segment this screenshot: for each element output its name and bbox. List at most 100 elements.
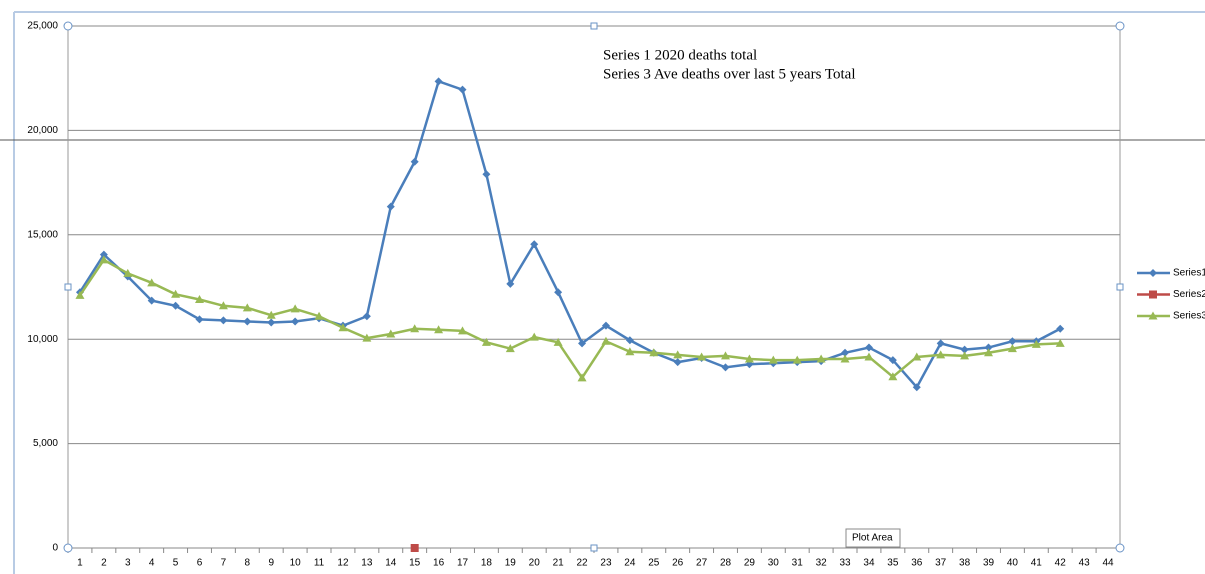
x-tick-label: 27 xyxy=(696,558,708,569)
x-tick-label: 42 xyxy=(1055,558,1067,569)
marker xyxy=(505,344,515,353)
marker xyxy=(386,202,395,211)
marker xyxy=(864,352,874,361)
marker xyxy=(75,290,85,299)
tooltip-box xyxy=(845,528,901,548)
marker xyxy=(362,333,372,342)
marker xyxy=(792,355,802,364)
x-tick-label: 34 xyxy=(863,558,875,569)
marker xyxy=(123,268,133,277)
marker xyxy=(554,288,563,297)
marker xyxy=(936,339,945,348)
marker xyxy=(697,352,707,361)
x-tick-label: 5 xyxy=(173,558,179,569)
marker xyxy=(99,255,109,264)
marker xyxy=(841,348,850,357)
x-tick-label: 22 xyxy=(576,558,588,569)
marker xyxy=(410,544,419,552)
marker xyxy=(553,337,563,346)
marker xyxy=(673,358,682,367)
y-tick-label: 20,000 xyxy=(27,125,58,136)
marker xyxy=(530,240,539,249)
x-tick-label: 16 xyxy=(433,558,445,569)
x-tick-label: 43 xyxy=(1079,558,1091,569)
plot-area[interactable] xyxy=(67,25,1121,549)
marker xyxy=(458,326,467,335)
marker xyxy=(768,355,778,364)
marker xyxy=(601,321,610,330)
marker xyxy=(649,348,659,357)
y-tick-label: 10,000 xyxy=(27,334,58,345)
marker xyxy=(171,301,180,310)
marker xyxy=(578,339,587,348)
y-tick-label: 5,000 xyxy=(33,438,58,449)
marker xyxy=(195,295,204,304)
marker xyxy=(721,351,730,360)
marker xyxy=(529,332,539,341)
marker xyxy=(864,343,873,352)
x-tick-label: 30 xyxy=(768,558,780,569)
marker xyxy=(434,325,444,334)
x-tick-label: 13 xyxy=(361,558,373,569)
x-tick-label: 38 xyxy=(959,558,971,569)
marker xyxy=(99,250,108,259)
x-tick-label: 26 xyxy=(672,558,684,569)
marker xyxy=(243,317,252,326)
y-tick-label: 25,000 xyxy=(27,21,58,32)
marker xyxy=(362,312,371,321)
marker xyxy=(912,352,922,361)
marker xyxy=(912,383,921,392)
handles[interactable] xyxy=(63,21,1125,553)
legend-marker xyxy=(1149,290,1157,299)
marker xyxy=(410,157,419,166)
x-tick-label: 21 xyxy=(553,558,565,569)
legend-label: Series1 xyxy=(1173,268,1205,279)
series-line xyxy=(78,258,1061,381)
x-tick-label: 14 xyxy=(385,558,397,569)
x-tick-label: 24 xyxy=(624,558,636,569)
x-tick-label: 25 xyxy=(648,558,660,569)
annotation: Series 1 2020 deaths total xyxy=(603,47,757,63)
marker xyxy=(1008,337,1017,346)
marker xyxy=(147,296,156,305)
marker xyxy=(290,304,300,313)
x-tick-label: 19 xyxy=(505,558,517,569)
legend-label: Series2 xyxy=(1173,289,1205,300)
x-tick-label: 9 xyxy=(268,558,274,569)
x-tick-label: 15 xyxy=(409,558,421,569)
marker xyxy=(1055,338,1065,347)
marker xyxy=(936,350,946,359)
x-tick-label: 23 xyxy=(600,558,612,569)
x-tick-label: 32 xyxy=(816,558,828,569)
x-tick-label: 35 xyxy=(887,558,899,569)
marker xyxy=(171,289,181,298)
x-tick-label: 1 xyxy=(77,558,83,569)
marker xyxy=(673,350,683,359)
x-tick-label: 39 xyxy=(983,558,995,569)
annotation: Series 3 Ave deaths over last 5 years To… xyxy=(603,66,856,82)
x-tick-label: 31 xyxy=(792,558,804,569)
x-tick-label: 28 xyxy=(720,558,732,569)
legend-marker xyxy=(1149,269,1157,277)
marker xyxy=(984,348,993,357)
marker xyxy=(960,351,970,360)
x-tick-label: 36 xyxy=(911,558,923,569)
x-tick-label: 37 xyxy=(935,558,947,569)
marker xyxy=(458,85,467,94)
x-tick-label: 11 xyxy=(314,558,325,569)
marker xyxy=(482,170,491,179)
x-tick-label: 18 xyxy=(481,558,493,569)
legend-label: Series3 xyxy=(1173,311,1205,322)
marker xyxy=(625,336,634,345)
marker xyxy=(147,278,157,287)
marker xyxy=(266,310,276,319)
x-tick-label: 44 xyxy=(1102,558,1114,569)
x-tick-label: 29 xyxy=(744,558,756,569)
marker xyxy=(291,317,300,326)
tooltip: Plot Area xyxy=(852,533,893,544)
x-tick-label: 17 xyxy=(457,558,469,569)
x-tick-label: 41 xyxy=(1031,558,1043,569)
marker xyxy=(984,343,993,352)
marker xyxy=(314,311,324,320)
